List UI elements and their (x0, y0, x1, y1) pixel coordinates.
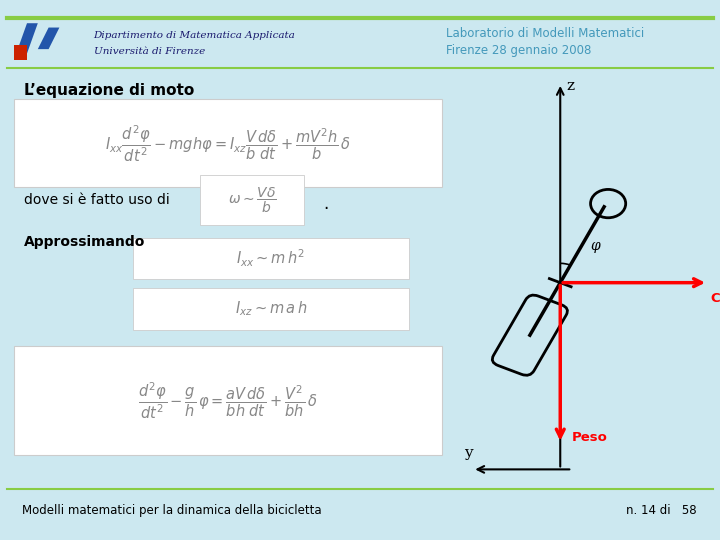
Text: φ: φ (590, 239, 600, 253)
Text: $I_{xx}\dfrac{d^2\varphi}{dt^2} - mgh\varphi = I_{xz}\dfrac{V}{b}\dfrac{d\delta}: $I_{xx}\dfrac{d^2\varphi}{dt^2} - mgh\va… (105, 123, 351, 164)
Polygon shape (14, 45, 27, 60)
Polygon shape (16, 23, 37, 53)
Text: $\omega \sim \dfrac{V\delta}{b}$: $\omega \sim \dfrac{V\delta}{b}$ (228, 185, 276, 214)
FancyBboxPatch shape (14, 347, 442, 455)
Text: $I_{xx} \sim m\,h^2$: $I_{xx} \sim m\,h^2$ (236, 248, 305, 269)
Text: Approssimando: Approssimando (24, 235, 145, 249)
Text: .: . (323, 195, 328, 213)
FancyBboxPatch shape (14, 99, 442, 187)
Text: $\dfrac{d^2\varphi}{dt^2} - \dfrac{g}{h}\,\varphi = \dfrac{aV}{bh}\dfrac{d\delta: $\dfrac{d^2\varphi}{dt^2} - \dfrac{g}{h}… (138, 380, 318, 421)
Text: $I_{xz} \sim m\,a\,h$: $I_{xz} \sim m\,a\,h$ (235, 299, 307, 318)
Text: L’equazione di moto: L’equazione di moto (24, 83, 194, 98)
FancyBboxPatch shape (199, 175, 304, 225)
Text: dove si è fatto uso di: dove si è fatto uso di (24, 193, 169, 207)
Text: Firenze 28 gennaio 2008: Firenze 28 gennaio 2008 (446, 44, 592, 57)
Text: Peso: Peso (572, 431, 608, 444)
Text: y: y (464, 446, 473, 460)
Text: Laboratorio di Modelli Matematici: Laboratorio di Modelli Matematici (446, 27, 644, 40)
FancyBboxPatch shape (133, 288, 409, 329)
Text: Università di Firenze: Università di Firenze (94, 47, 205, 56)
Polygon shape (37, 28, 59, 49)
Text: z: z (567, 79, 575, 93)
Text: Centrifuga: Centrifuga (711, 292, 720, 305)
Text: n. 14 di   58: n. 14 di 58 (626, 504, 697, 517)
Text: Modelli matematici per la dinamica della bicicletta: Modelli matematici per la dinamica della… (22, 504, 321, 517)
Text: Dipartimento di Matematica Applicata: Dipartimento di Matematica Applicata (94, 31, 295, 39)
FancyBboxPatch shape (133, 238, 409, 280)
